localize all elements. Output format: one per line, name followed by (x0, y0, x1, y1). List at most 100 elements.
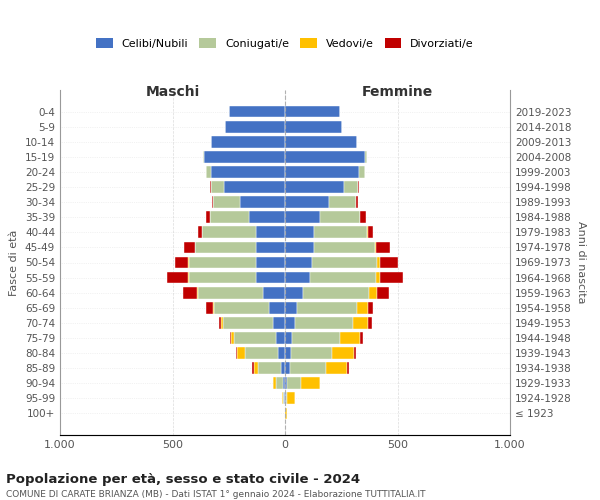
Bar (285, 106, 340, 118)
Bar (209, 212, 249, 223)
Bar (211, 136, 285, 147)
Bar (367, 226, 368, 238)
Bar (235, 347, 236, 359)
Bar (312, 256, 377, 268)
Bar (182, 287, 197, 298)
Bar (285, 347, 290, 359)
Bar (285, 317, 295, 329)
Bar (188, 272, 190, 283)
Bar (218, 317, 221, 329)
Bar (281, 362, 285, 374)
Bar (285, 256, 312, 268)
Bar (353, 347, 356, 359)
Bar (375, 242, 376, 254)
Text: Maschi: Maschi (145, 86, 200, 100)
Bar (213, 196, 240, 208)
Bar (197, 287, 199, 298)
Bar (285, 166, 359, 178)
Bar (368, 317, 371, 329)
Y-axis label: Fasce di età: Fasce di età (10, 230, 19, 296)
Bar (230, 332, 231, 344)
Bar (285, 392, 286, 404)
Bar (253, 362, 254, 374)
Bar (202, 226, 256, 238)
Bar (329, 196, 356, 208)
Bar (286, 408, 287, 420)
Legend: Celibi/Nubili, Coniugati/e, Vedovi/e, Divorziati/e: Celibi/Nubili, Coniugati/e, Vedovi/e, Di… (92, 34, 478, 53)
Bar (263, 287, 285, 298)
Bar (357, 302, 368, 314)
Text: COMUNE DI CARATE BRIANZA (MB) - Dati ISTAT 1° gennaio 2024 - Elaborazione TUTTIT: COMUNE DI CARATE BRIANZA (MB) - Dati IST… (6, 490, 425, 499)
Bar (310, 272, 376, 283)
Bar (365, 151, 367, 162)
Bar (235, 332, 276, 344)
Bar (195, 242, 256, 254)
Bar (254, 362, 258, 374)
Bar (212, 196, 213, 208)
Bar (376, 272, 380, 283)
Bar (278, 347, 285, 359)
Bar (377, 256, 380, 268)
Bar (209, 181, 211, 193)
Bar (290, 347, 332, 359)
Bar (211, 181, 224, 193)
Bar (287, 378, 301, 389)
Bar (285, 212, 320, 223)
Bar (285, 287, 303, 298)
Bar (283, 378, 285, 389)
Bar (276, 332, 285, 344)
Bar (206, 212, 209, 223)
Bar (272, 317, 285, 329)
Bar (340, 332, 361, 344)
Bar (377, 287, 389, 298)
Bar (188, 256, 190, 268)
Bar (285, 332, 292, 344)
Bar (314, 242, 375, 254)
Bar (203, 151, 204, 162)
Bar (286, 392, 287, 404)
Bar (285, 242, 314, 254)
Bar (256, 272, 285, 283)
Bar (295, 317, 353, 329)
Bar (167, 272, 188, 283)
Bar (285, 378, 287, 389)
Bar (258, 362, 281, 374)
Bar (249, 212, 285, 223)
Bar (214, 302, 269, 314)
Bar (184, 242, 195, 254)
Bar (290, 362, 325, 374)
Bar (361, 332, 362, 344)
Bar (283, 392, 284, 404)
Bar (285, 272, 310, 283)
Bar (229, 106, 285, 118)
Bar (226, 121, 285, 132)
Bar (211, 166, 285, 178)
Bar (204, 151, 285, 162)
Bar (285, 302, 298, 314)
Bar (361, 212, 366, 223)
Bar (298, 302, 357, 314)
Text: Popolazione per età, sesso e stato civile - 2024: Popolazione per età, sesso e stato civil… (6, 472, 360, 486)
Bar (199, 287, 263, 298)
Bar (284, 392, 285, 404)
Bar (314, 226, 367, 238)
Bar (347, 362, 349, 374)
Bar (368, 302, 373, 314)
Bar (245, 347, 278, 359)
Bar (285, 362, 290, 374)
Bar (199, 226, 202, 238)
Bar (285, 181, 343, 193)
Bar (285, 226, 314, 238)
Bar (206, 166, 211, 178)
Bar (325, 362, 347, 374)
Bar (332, 347, 353, 359)
Bar (287, 392, 295, 404)
Bar (281, 392, 283, 404)
Y-axis label: Anni di nascita: Anni di nascita (575, 221, 586, 304)
Bar (301, 378, 320, 389)
Bar (303, 287, 370, 298)
Bar (368, 226, 373, 238)
Bar (272, 378, 276, 389)
Bar (376, 242, 389, 254)
Bar (256, 226, 285, 238)
